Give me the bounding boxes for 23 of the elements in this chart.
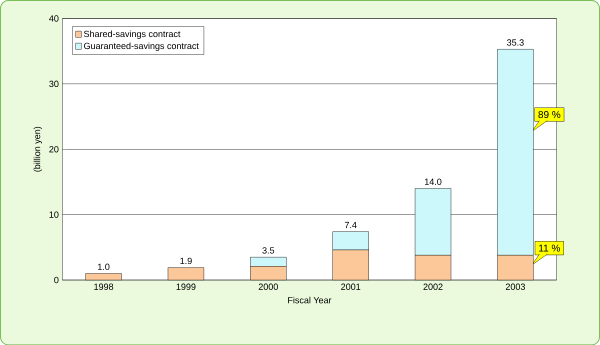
total-label: 35.3 <box>506 39 524 46</box>
x-tick-label: 2000 <box>258 283 278 290</box>
y-tick-label: 0 <box>54 276 59 284</box>
total-label: 1.0 <box>98 263 110 270</box>
annotation: 89 % <box>538 110 560 118</box>
legend-label: Guaranteed-savings contract <box>84 42 199 51</box>
total-label: 7.4 <box>344 222 357 228</box>
x-tick-label: 1998 <box>94 283 114 290</box>
x-tick-label: 1999 <box>176 283 196 290</box>
y-axis-title: (billion yen) <box>34 126 42 172</box>
x-tick-label: 2001 <box>341 283 360 290</box>
y-tick-label: 30 <box>49 80 59 87</box>
x-tick-label: 2003 <box>506 283 525 290</box>
total-label: 1.9 <box>180 258 192 264</box>
total-label: 14.0 <box>424 178 442 185</box>
y-tick-label: 20 <box>49 146 59 152</box>
legend-label: Shared-savings contract <box>84 30 180 39</box>
y-tick-label: 40 <box>49 15 59 22</box>
x-axis-title: Fiscal Year <box>288 296 332 304</box>
total-label: 3.5 <box>262 247 274 254</box>
y-tick-label: 10 <box>50 211 59 218</box>
annotation: 11 % <box>539 244 560 252</box>
x-tick-label: 2002 <box>423 283 443 290</box>
